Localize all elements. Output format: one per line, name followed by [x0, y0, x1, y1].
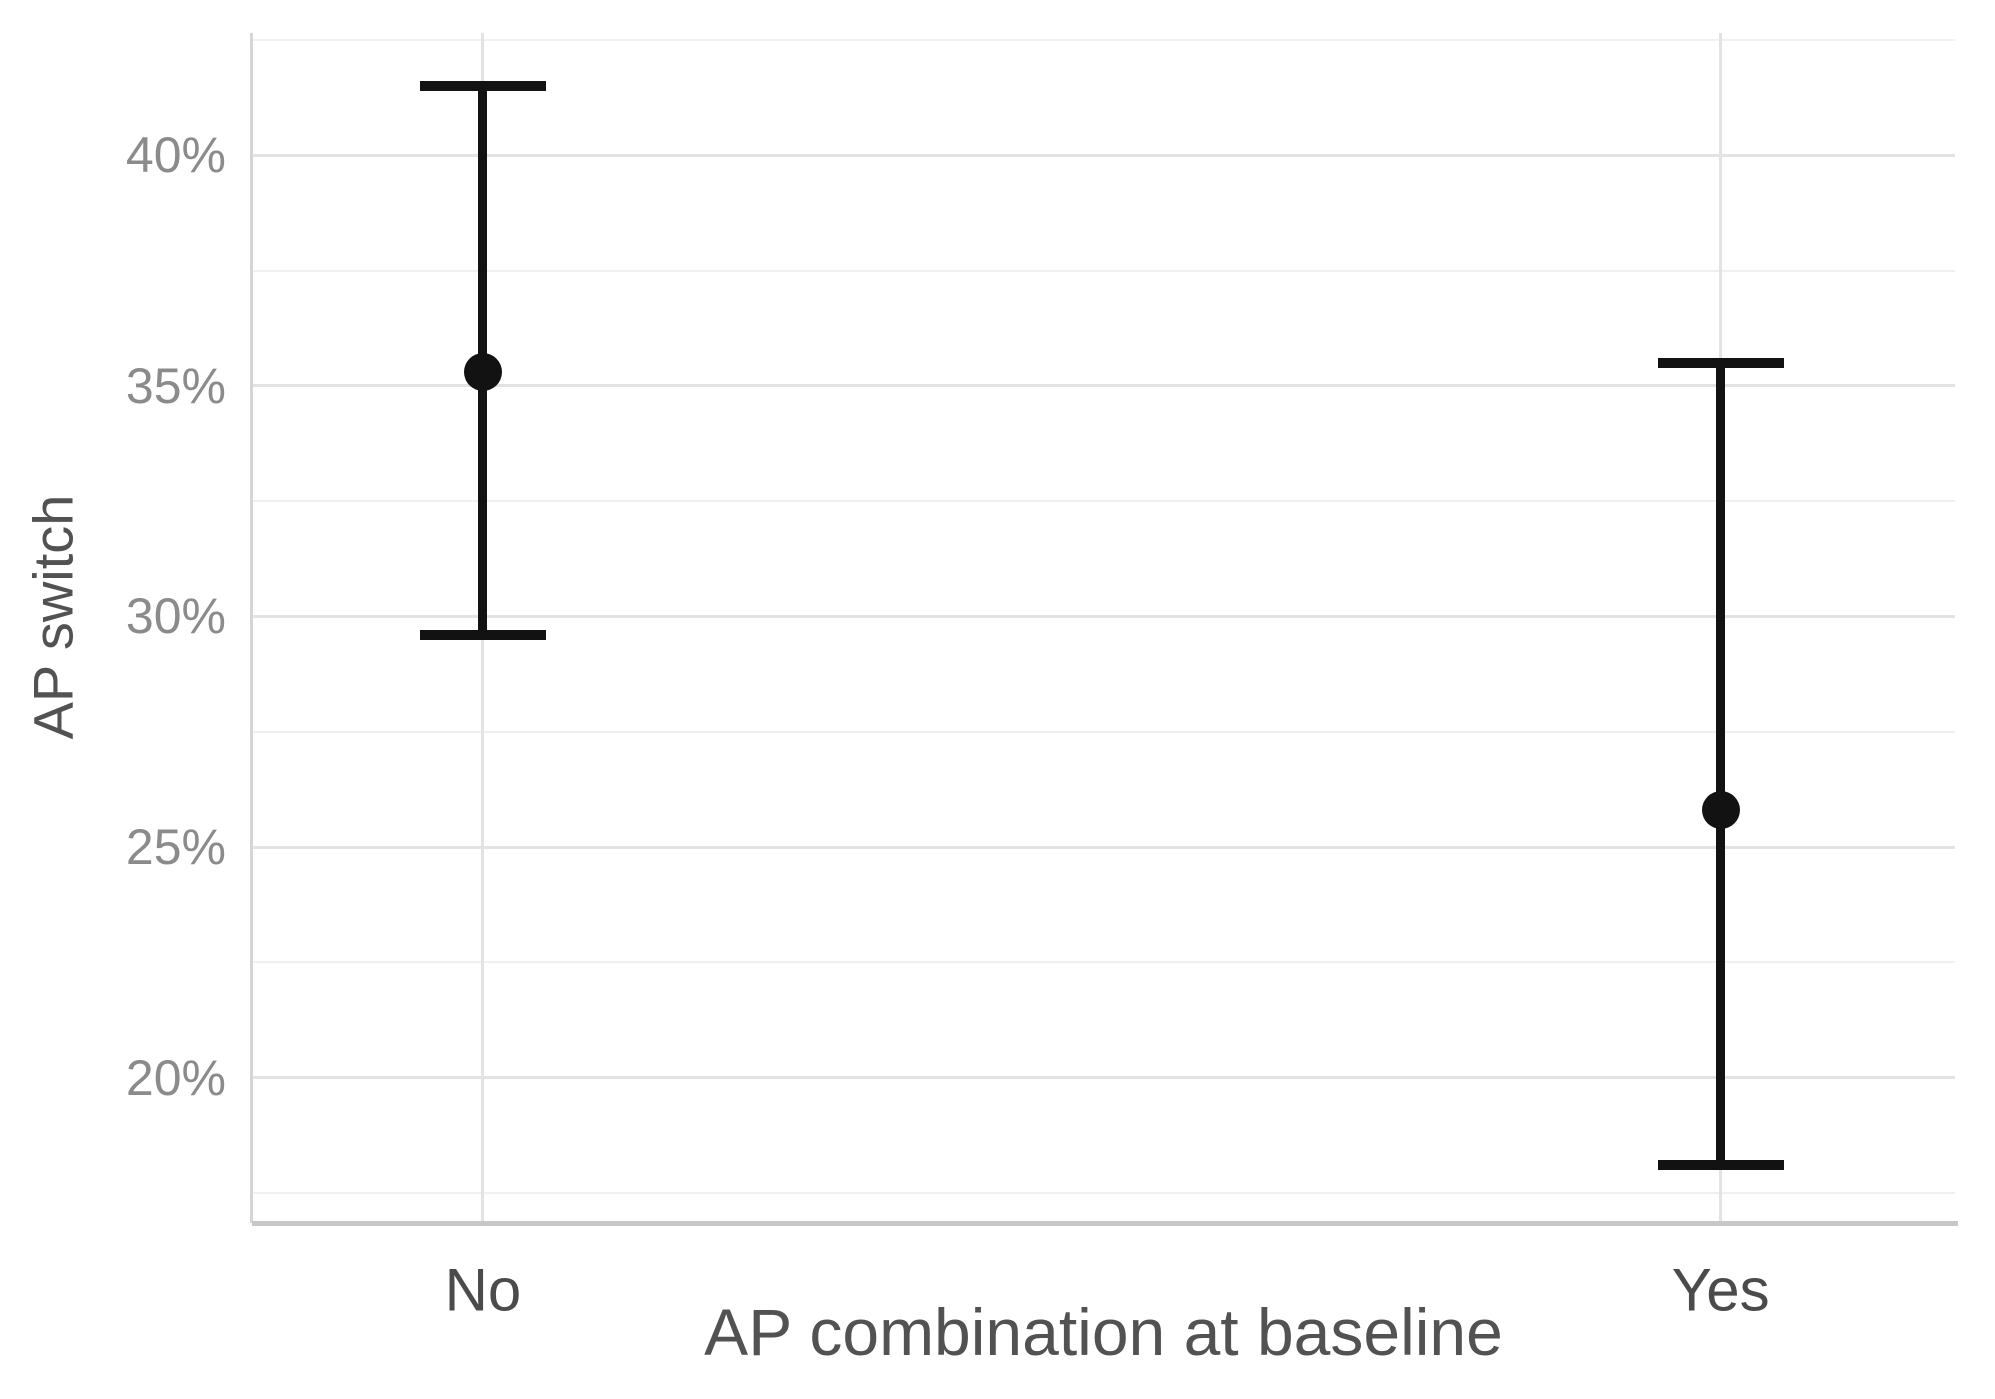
- plot-panel: [252, 33, 1955, 1223]
- gridline-major: [252, 153, 1955, 157]
- gridline-minor: [252, 961, 1955, 964]
- y-axis-line: [250, 33, 253, 1223]
- x-category-label: No: [444, 1256, 522, 1324]
- y-tick-label: 25%: [125, 819, 226, 876]
- error-bar-cap-top: [1657, 357, 1784, 368]
- gridline-major: [252, 384, 1955, 388]
- y-tick-label: 30%: [125, 588, 226, 645]
- point-estimate: [463, 353, 502, 391]
- error-bar-cap-top: [419, 81, 546, 92]
- x-axis-line: [252, 1221, 1958, 1226]
- gridline-minor: [252, 38, 1955, 41]
- y-tick-label: 40%: [125, 127, 226, 184]
- gridline-major: [252, 1076, 1955, 1080]
- error-bar-cap-bottom: [1657, 1160, 1784, 1171]
- gridline-minor: [252, 500, 1955, 503]
- error-bar-cap-bottom: [419, 629, 546, 640]
- gridline-minor: [252, 730, 1955, 733]
- gridline-minor: [252, 1192, 1955, 1195]
- y-tick-label: 35%: [125, 357, 226, 414]
- gridline-major: [252, 614, 1955, 618]
- gridline-minor: [252, 269, 1955, 272]
- x-axis-title: AP combination at baseline: [704, 1295, 1503, 1369]
- gridline-major: [252, 845, 1955, 849]
- y-tick-label: 20%: [125, 1049, 226, 1106]
- point-estimate: [1701, 791, 1740, 830]
- x-category-label: Yes: [1671, 1256, 1770, 1324]
- error-bar-line: [1716, 362, 1726, 1166]
